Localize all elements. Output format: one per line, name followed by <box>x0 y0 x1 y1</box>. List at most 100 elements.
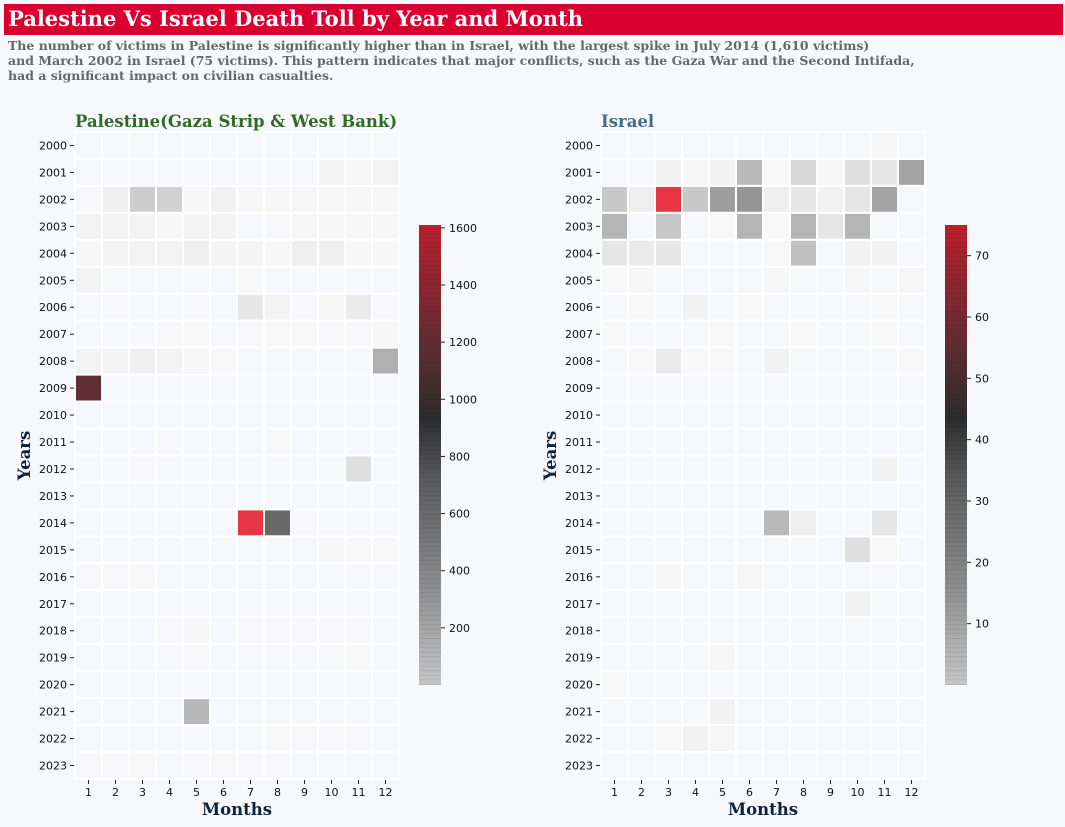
heatmap-cell <box>236 481 265 511</box>
y-tick-label: 2023 <box>565 760 593 773</box>
y-tick-label: 2002 <box>565 193 593 206</box>
heatmap-cell <box>263 751 292 781</box>
heatmap-cell <box>317 454 346 484</box>
heatmap-cell <box>627 157 656 187</box>
heatmap-cell <box>290 265 319 295</box>
heatmap-cell <box>816 454 845 484</box>
heatmap-cell <box>209 535 238 565</box>
colorbar-tick-label: 200 <box>449 622 470 635</box>
heatmap-cell <box>600 238 629 268</box>
heatmap-cell <box>290 346 319 376</box>
heatmap-cell <box>654 346 683 376</box>
heatmap-cell <box>870 481 899 511</box>
heatmap-cell <box>236 535 265 565</box>
heatmap-cell <box>843 508 872 538</box>
heatmap-cell <box>600 292 629 322</box>
heatmap-cell <box>600 751 629 781</box>
heatmap-cell <box>708 508 737 538</box>
heatmap-cell <box>317 427 346 457</box>
heatmap-cell <box>182 589 211 619</box>
heatmap-cell <box>209 265 238 295</box>
heatmap-cell <box>128 724 157 754</box>
heatmap-cell <box>897 589 926 619</box>
y-tick-label: 2014 <box>39 517 67 530</box>
heatmap-cell <box>128 211 157 241</box>
heatmap-cell <box>735 373 764 403</box>
heatmap-cell <box>789 373 818 403</box>
colorbar-tick-label: 40 <box>975 434 989 447</box>
x-tick-label: 5 <box>719 786 726 799</box>
colorbar-tick-label: 1200 <box>449 336 477 349</box>
heatmap-cell <box>236 454 265 484</box>
heatmap-cell <box>371 184 400 214</box>
heatmap-cell <box>870 319 899 349</box>
y-tick-label: 2011 <box>565 436 593 449</box>
heatmap-cell <box>789 535 818 565</box>
heatmap-cell <box>344 157 373 187</box>
heatmap-cell <box>600 184 629 214</box>
colorbar <box>419 225 441 685</box>
heatmap-cell <box>654 157 683 187</box>
heatmap-cell <box>155 131 184 160</box>
y-tick-label: 2016 <box>39 571 67 584</box>
heatmap-cell <box>843 481 872 511</box>
heatmap-cell <box>735 211 764 241</box>
heatmap-cell <box>209 184 238 214</box>
heatmap-cell <box>344 643 373 673</box>
heatmap-cell <box>344 589 373 619</box>
heatmap-cell <box>843 346 872 376</box>
heatmap-cell <box>654 670 683 700</box>
heatmap-cell <box>600 481 629 511</box>
x-tick-label: 4 <box>166 786 173 799</box>
heatmap-cell <box>735 643 764 673</box>
heatmap-cell <box>101 265 130 295</box>
heatmap-cell <box>101 131 130 160</box>
colorbar-tick-label: 1000 <box>449 393 477 406</box>
heatmap-cell <box>263 670 292 700</box>
heatmap-cell <box>654 238 683 268</box>
heatmap-cell <box>128 265 157 295</box>
heatmap-cell <box>762 508 791 538</box>
heatmap-cell <box>128 373 157 403</box>
heatmap-cell <box>344 346 373 376</box>
heatmap-cell <box>182 373 211 403</box>
heatmap-cell <box>708 670 737 700</box>
y-tick-label: 2012 <box>39 463 67 476</box>
heatmap-cell <box>128 535 157 565</box>
heatmap-cell <box>762 616 791 646</box>
panel-title: Israel <box>601 112 654 131</box>
heatmap-cell <box>708 211 737 241</box>
heatmap-cell <box>843 373 872 403</box>
y-tick-label: 2015 <box>39 544 67 557</box>
heatmap-cell <box>128 616 157 646</box>
heatmap-cell <box>182 184 211 214</box>
x-tick-label: 5 <box>193 786 200 799</box>
heatmap-cell <box>816 481 845 511</box>
heatmap-cell <box>843 265 872 295</box>
heatmap-cell <box>654 589 683 619</box>
heatmap-cell <box>371 481 400 511</box>
heatmap-cell <box>708 589 737 619</box>
heatmap-cell <box>290 724 319 754</box>
heatmap-cell <box>371 427 400 457</box>
heatmap-cell <box>789 400 818 430</box>
heatmap-cell <box>344 265 373 295</box>
heatmap-cell <box>816 589 845 619</box>
heatmap-cell <box>317 346 346 376</box>
heatmap-cell <box>870 238 899 268</box>
heatmap-cell <box>182 265 211 295</box>
heatmap-cell <box>816 535 845 565</box>
heatmap-cell <box>681 427 710 457</box>
heatmap-cell <box>897 211 926 241</box>
heatmap-cell <box>816 562 845 592</box>
heatmap-cell <box>74 373 103 403</box>
x-tick-label: 1 <box>611 786 618 799</box>
heatmap-cell <box>209 211 238 241</box>
heatmap-cell <box>74 589 103 619</box>
heatmap-cell <box>600 346 629 376</box>
heatmap-cell <box>155 454 184 484</box>
heatmap-cell <box>654 481 683 511</box>
heatmap-cell <box>735 670 764 700</box>
x-tick-label: 7 <box>247 786 254 799</box>
